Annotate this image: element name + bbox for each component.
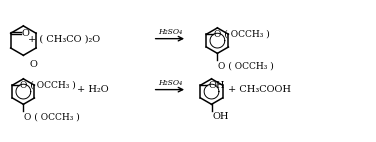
Text: O: O — [22, 29, 30, 38]
Text: O: O — [29, 60, 37, 69]
Text: + ( CH₃CO )₂O: + ( CH₃CO )₂O — [28, 34, 100, 43]
Text: O ( OCCH₃ ): O ( OCCH₃ ) — [218, 61, 274, 70]
Text: O ( OCCH₃ ): O ( OCCH₃ ) — [214, 30, 270, 39]
Text: + CH₃COOH: + CH₃COOH — [228, 85, 291, 94]
Text: OH: OH — [208, 81, 225, 90]
Text: H₂SO₄: H₂SO₄ — [158, 79, 182, 87]
Text: O ( OCCH₃ ): O ( OCCH₃ ) — [20, 81, 76, 90]
Text: + H₂O: + H₂O — [77, 85, 109, 94]
Text: OH: OH — [212, 112, 229, 121]
Text: O ( OCCH₃ ): O ( OCCH₃ ) — [24, 112, 80, 121]
Text: H₂SO₄: H₂SO₄ — [158, 28, 182, 36]
